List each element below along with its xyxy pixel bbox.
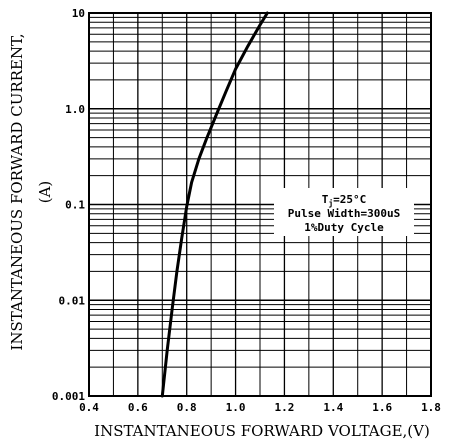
y-tick-label: 0.01 <box>59 294 86 307</box>
annotation-line-1: Tj=25°C <box>322 193 367 208</box>
x-tick-label: 1.8 <box>421 401 441 414</box>
x-tick-label: 1.2 <box>274 401 294 414</box>
forward-current-curve <box>160 11 269 398</box>
y-axis-title-line-1: INSTANTANEOUS FORWARD CURRENT, <box>8 33 26 350</box>
x-tick-label: 0.4 <box>79 401 99 414</box>
annotation-temperature: =25°C <box>333 193 366 206</box>
curve-layer <box>160 11 269 398</box>
x-tick-label: 1.0 <box>226 401 246 414</box>
x-axis-title: INSTANTANEOUS FORWARD VOLTAGE,(V) <box>94 422 430 440</box>
annotation-background <box>274 188 414 236</box>
annotation-tj-sub: j <box>328 198 333 208</box>
x-tick-label: 1.6 <box>372 401 392 414</box>
y-tick-label: 0.1 <box>65 199 85 212</box>
annotation-tj: T <box>322 193 329 206</box>
x-tick-label: 1.4 <box>323 401 343 414</box>
y-tick-label: 10 <box>72 7 85 20</box>
annotation-line-3: 1%Duty Cycle <box>304 221 384 234</box>
x-tick-label: 0.8 <box>177 401 197 414</box>
y-tick-label: 0.001 <box>52 390 85 403</box>
x-tick-label: 0.6 <box>128 401 148 414</box>
y-axis-title-line-2: (A) <box>36 181 54 204</box>
plot-frame <box>88 12 432 397</box>
y-tick-label: 1.0 <box>65 103 85 116</box>
tick-labels: 0.4 0.6 0.8 1.0 1.2 1.4 1.6 1.8 0.001 0.01 0.1 1.0 1… <box>52 7 441 414</box>
annotation-box: Tj=25°C Pulse Width=300uS 1%Duty Cycle <box>274 188 414 236</box>
annotation-line-2: Pulse Width=300uS <box>288 207 401 220</box>
